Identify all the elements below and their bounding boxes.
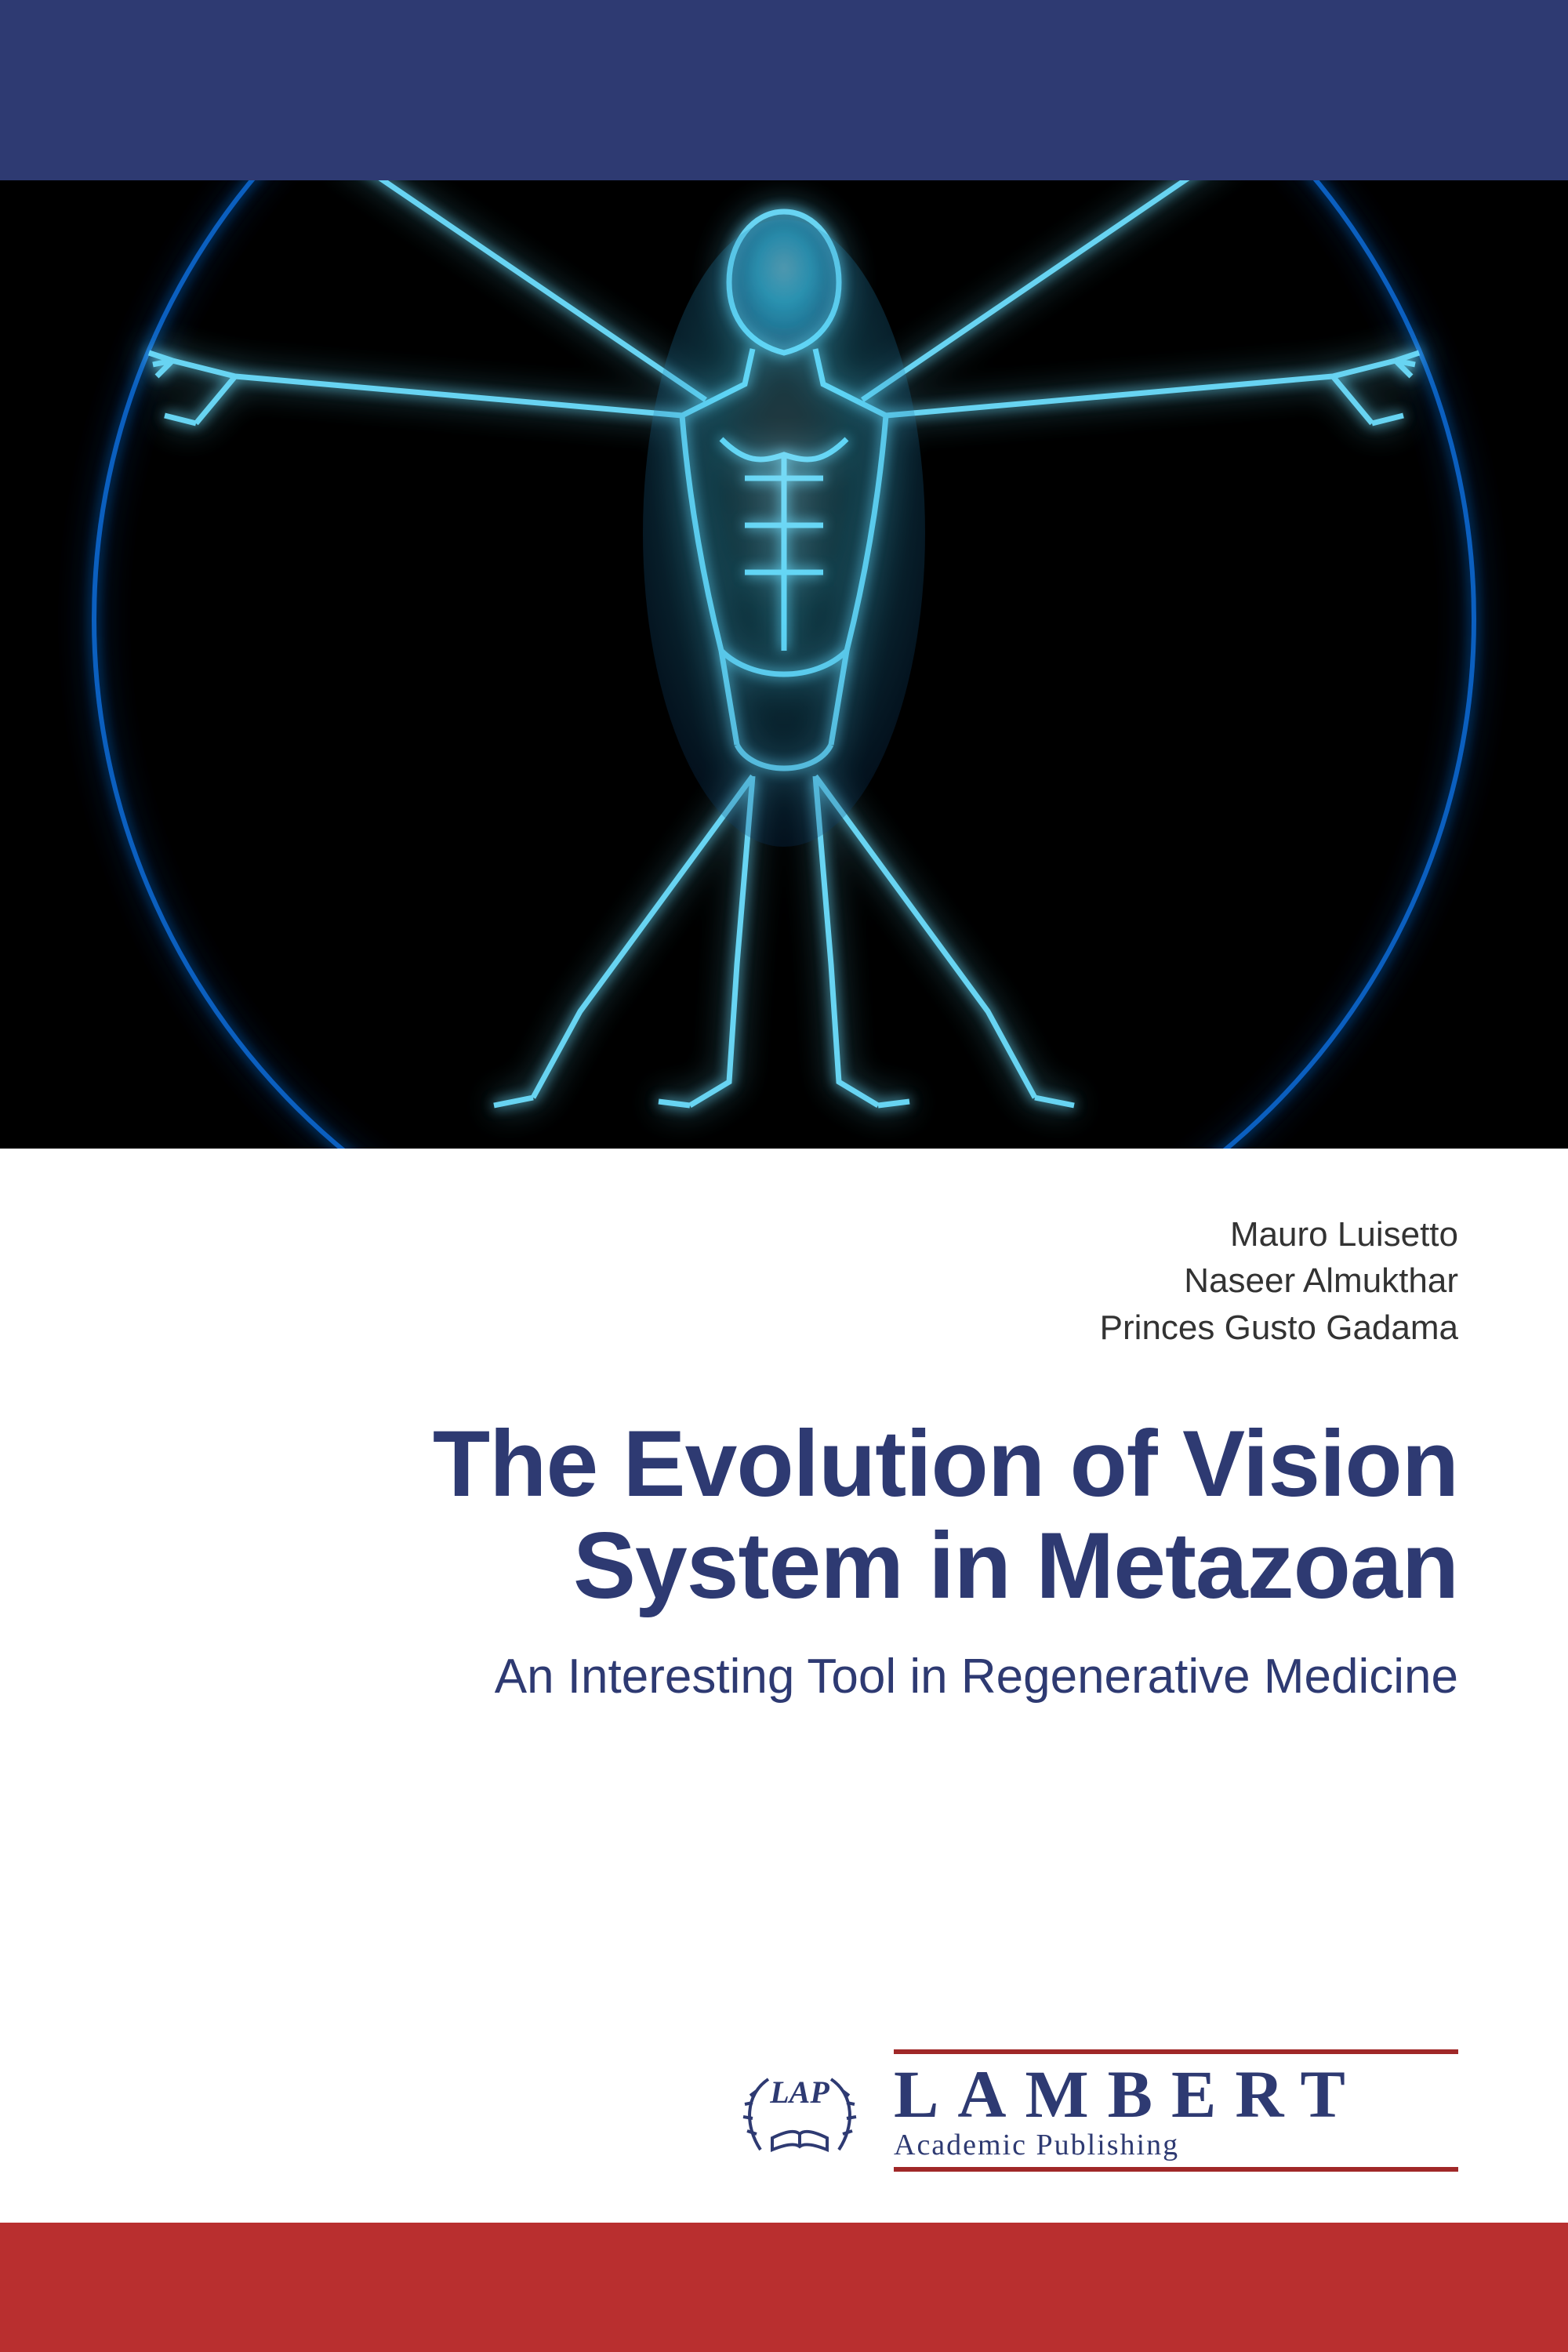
author-3: Princes Gusto Gadama [110, 1305, 1458, 1351]
title-line-2: System in Metazoan [110, 1515, 1458, 1617]
author-list: Mauro Luisetto Naseer Almukthar Princes … [110, 1211, 1458, 1351]
author-2: Naseer Almukthar [110, 1258, 1458, 1304]
book-title: The Evolution of Vision System in Metazo… [110, 1414, 1458, 1617]
publisher-name: LAMBERT [894, 2060, 1458, 2128]
book-subtitle: An Interesting Tool in Regenerative Medi… [110, 1648, 1458, 1706]
publisher-text: LAMBERT Academic Publishing [894, 2049, 1458, 2172]
hero-vitruvian-image [0, 180, 1568, 1149]
publisher-logo-icon: LAP [729, 2056, 870, 2165]
publisher-rule-top [894, 2049, 1458, 2054]
vitruvian-glow-svg [0, 180, 1568, 1149]
bottom-color-band [0, 2223, 1568, 2352]
title-line-1: The Evolution of Vision [110, 1414, 1458, 1515]
publisher-block: LAP LAMBERT Academic Publishing [729, 2049, 1458, 2172]
publisher-subline: Academic Publishing [894, 2128, 1458, 2172]
top-color-band [0, 0, 1568, 180]
logo-badge-text: LAP [769, 2074, 829, 2110]
text-content-area: Mauro Luisetto Naseer Almukthar Princes … [0, 1149, 1568, 1707]
author-1: Mauro Luisetto [110, 1211, 1458, 1258]
